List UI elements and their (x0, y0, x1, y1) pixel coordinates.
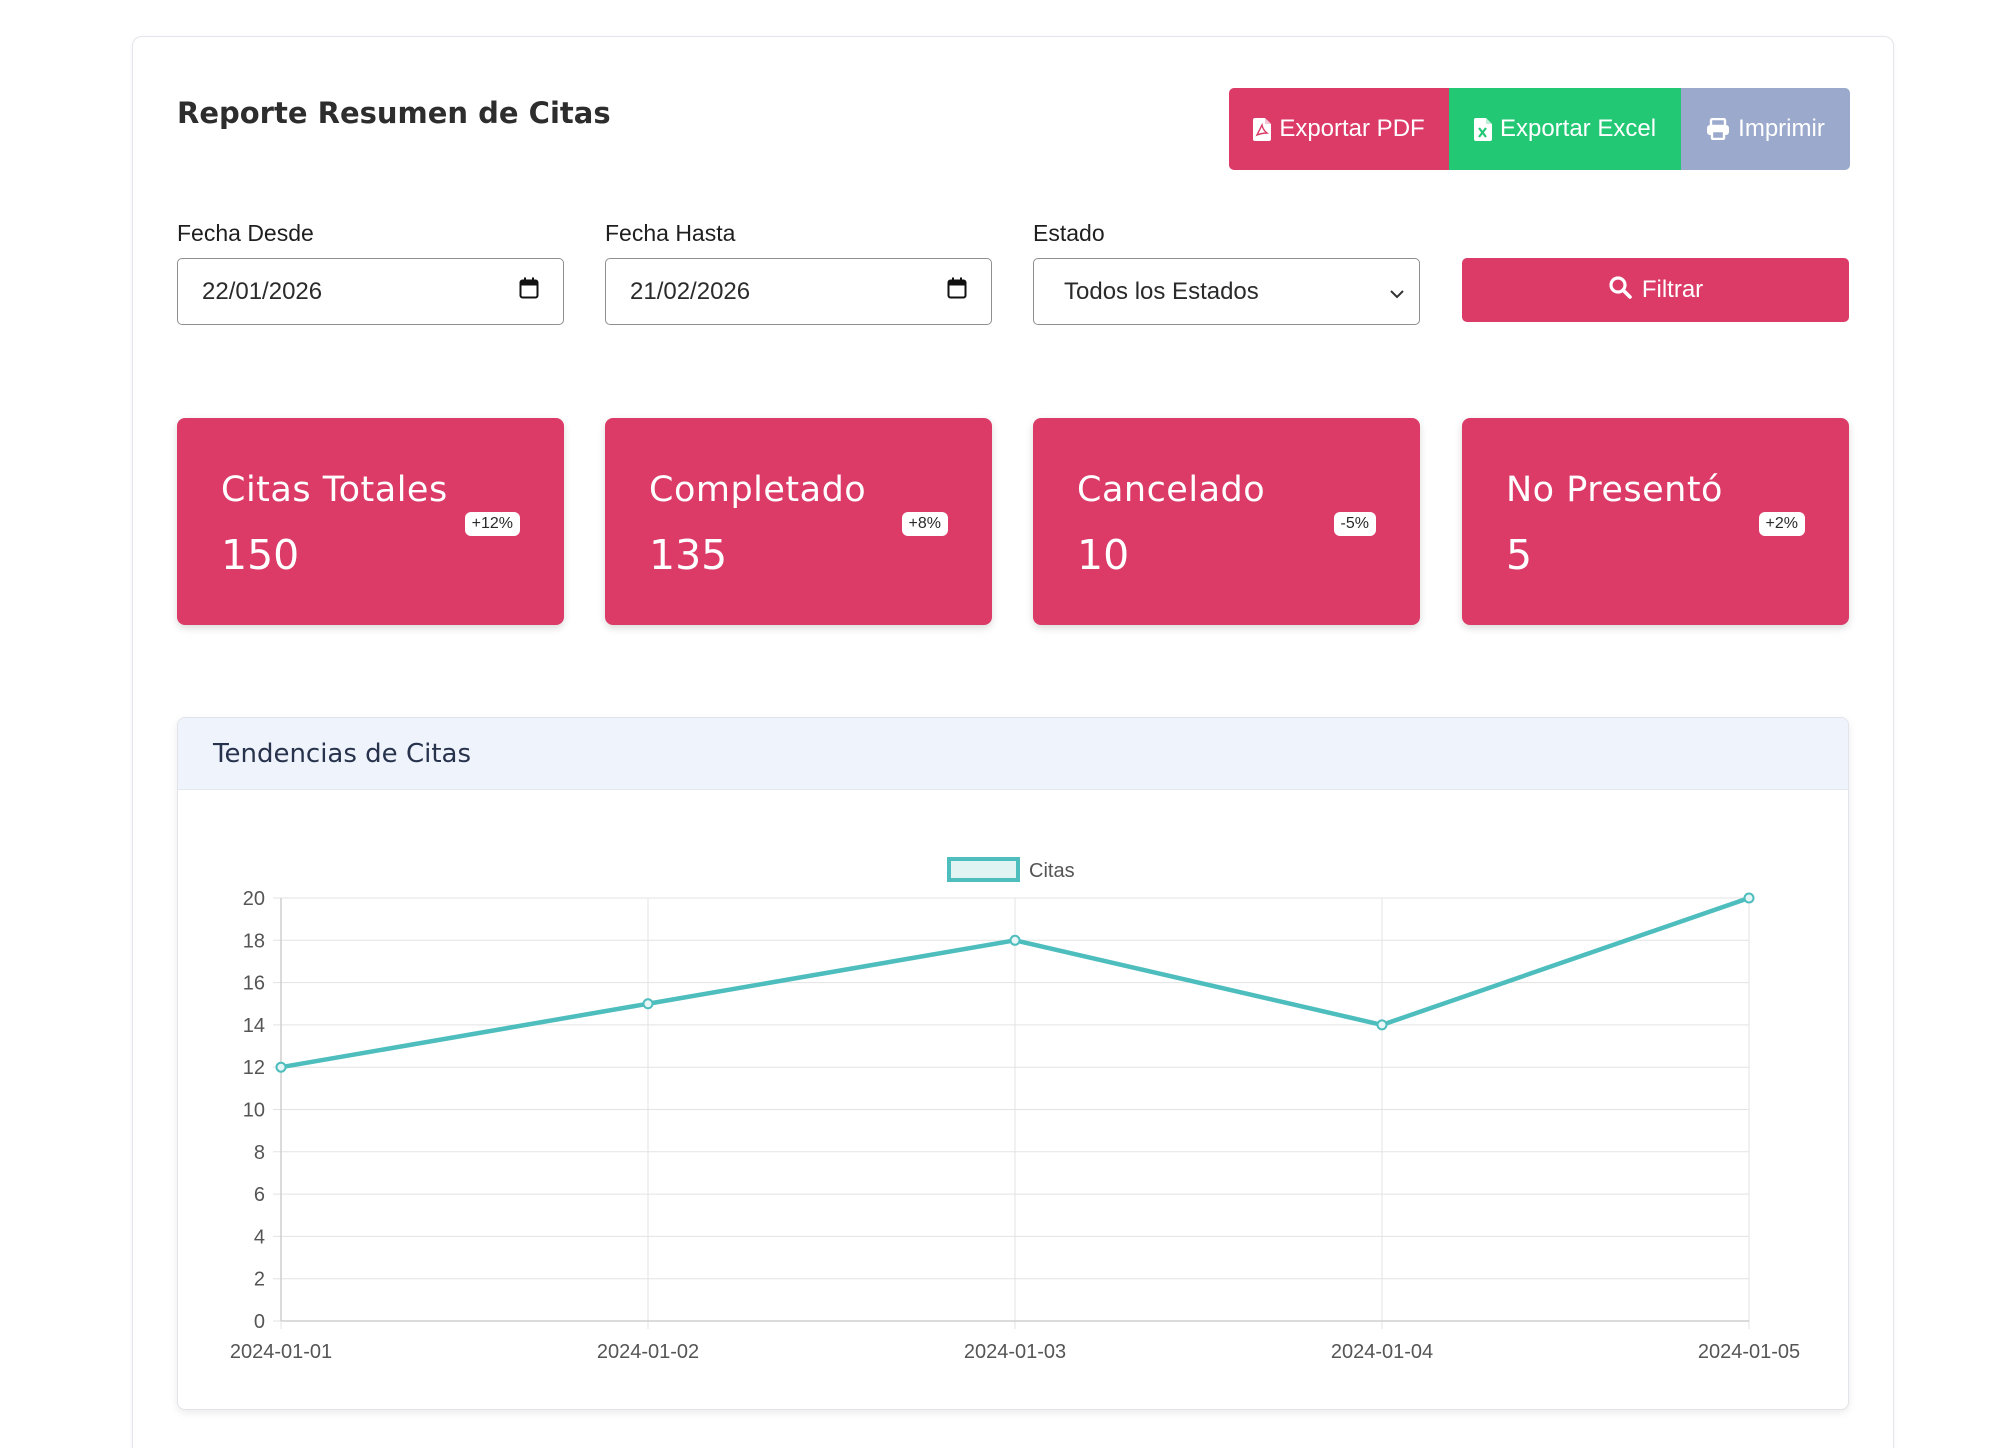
search-icon (1608, 275, 1632, 306)
y-tick-label: 20 (243, 888, 265, 910)
stat-card-cancelled: Cancelado 10 -5% (1033, 418, 1420, 625)
file-pdf-icon (1253, 117, 1272, 141)
x-tick-label: 2024-01-01 (230, 1341, 332, 1363)
stat-value: 5 (1506, 531, 1533, 579)
filter-button-label: Filtrar (1641, 276, 1704, 303)
date-to-value: 21/02/2026 (630, 277, 751, 305)
stat-card-no-show: No Presentó 5 +2% (1462, 418, 1849, 625)
y-tick-label: 18 (243, 930, 265, 952)
data-point (1009, 934, 1021, 946)
trends-line-chart: 0 2 4 6 8 10 12 14 16 18 20 2024-01-01 2024-01-02 202… (230, 857, 1800, 1363)
x-tick-label: 2024-01-04 (1331, 1341, 1433, 1363)
y-tick-label: 16 (243, 973, 265, 995)
stat-card-total: Citas Totales 150 +12% (177, 418, 564, 625)
chevron-down-icon (1389, 278, 1405, 306)
printer-icon (1706, 118, 1730, 140)
export-pdf-button[interactable]: Exportar PDF (1229, 88, 1449, 170)
y-tick-label: 12 (243, 1057, 265, 1079)
export-button-group: Exportar PDF Exportar Excel Imprimir (1229, 88, 1850, 170)
data-point (1743, 892, 1755, 904)
chart-section-title: Tendencias de Citas (178, 718, 1848, 790)
stat-change-badge: +2% (1758, 512, 1805, 536)
y-tick-label: 2 (254, 1269, 265, 1291)
export-excel-button[interactable]: Exportar Excel (1449, 88, 1681, 170)
y-tick-label: 10 (243, 1100, 265, 1122)
trends-chart-card: Tendencias de Citas 0 2 4 6 8 10 12 14 16 18 20 202… (177, 717, 1849, 1410)
date-from-value: 22/01/2026 (202, 277, 323, 305)
calendar-icon[interactable] (947, 277, 967, 306)
export-pdf-label: Exportar PDF (1279, 115, 1425, 142)
date-from-label: Fecha Desde (177, 220, 314, 246)
calendar-icon[interactable] (519, 277, 539, 306)
date-to-label: Fecha Hasta (605, 220, 736, 246)
data-point (642, 998, 654, 1010)
status-selected-value: Todos los Estados (1064, 277, 1259, 305)
stat-change-badge: +12% (464, 512, 520, 536)
legend-swatch (947, 857, 1020, 882)
stat-card-completed: Completado 135 +8% (605, 418, 992, 625)
x-tick-label: 2024-01-03 (964, 1341, 1066, 1363)
print-label: Imprimir (1738, 115, 1825, 142)
data-point (1376, 1019, 1388, 1031)
filter-button[interactable]: Filtrar (1462, 258, 1849, 322)
stat-title: Completado (649, 470, 867, 510)
date-to-input[interactable]: 21/02/2026 (605, 258, 992, 325)
stat-value: 150 (221, 531, 300, 579)
stat-title: Citas Totales (221, 470, 448, 510)
legend-label: Citas (1029, 860, 1075, 882)
y-tick-label: 6 (254, 1184, 265, 1206)
y-tick-label: 4 (254, 1226, 265, 1248)
stat-value: 135 (649, 531, 728, 579)
export-excel-label: Exportar Excel (1499, 115, 1657, 142)
status-label: Estado (1033, 220, 1105, 246)
stat-change-badge: -5% (1333, 512, 1376, 536)
x-tick-label: 2024-01-05 (1698, 1341, 1800, 1363)
page-title: Reporte Resumen de Citas (177, 96, 611, 130)
y-tick-label: 14 (243, 1015, 265, 1037)
status-select[interactable]: Todos los Estados (1033, 258, 1420, 325)
data-point (275, 1061, 287, 1073)
file-excel-icon (1473, 117, 1492, 141)
stat-change-badge: +8% (901, 512, 948, 536)
x-tick-label: 2024-01-02 (597, 1341, 699, 1363)
print-button[interactable]: Imprimir (1681, 88, 1850, 170)
stat-value: 10 (1077, 531, 1130, 579)
y-tick-label: 8 (254, 1142, 265, 1164)
stat-title: Cancelado (1077, 470, 1266, 510)
y-tick-label: 0 (254, 1311, 265, 1333)
date-from-input[interactable]: 22/01/2026 (177, 258, 564, 325)
stat-title: No Presentó (1506, 470, 1723, 510)
